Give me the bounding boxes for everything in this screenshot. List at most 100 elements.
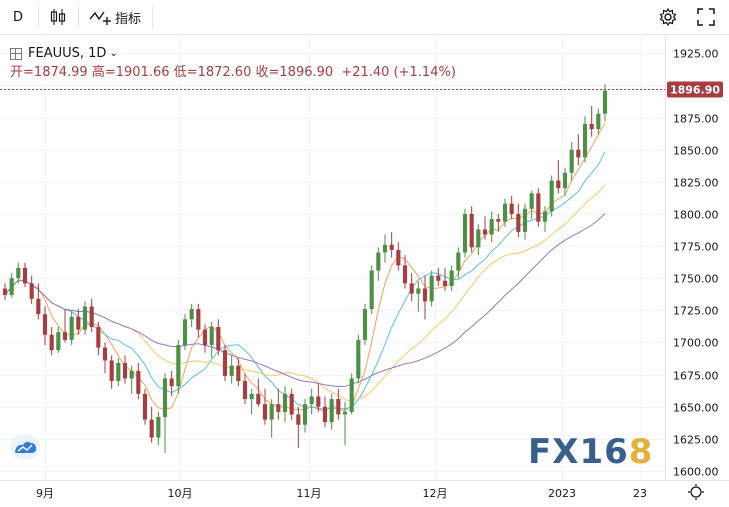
candle	[96, 321, 101, 356]
y-tick-label: 1675.00	[673, 370, 719, 383]
candle	[456, 247, 461, 279]
candle	[216, 319, 221, 356]
candle	[376, 247, 381, 281]
interval-label: D	[12, 9, 23, 25]
expand-icon[interactable]	[10, 47, 22, 60]
candle	[416, 280, 421, 312]
candle	[302, 399, 308, 433]
candle	[269, 399, 274, 438]
indicators-button[interactable]: 指标	[84, 0, 146, 34]
indicators-icon	[89, 11, 111, 25]
candle	[476, 224, 481, 256]
candle	[62, 309, 68, 343]
candles-icon	[50, 9, 66, 25]
candle	[76, 309, 81, 335]
candle	[602, 84, 608, 122]
candle	[509, 195, 514, 220]
candle	[576, 134, 581, 166]
top-toolbar: D 指标	[0, 0, 729, 35]
x-tick-label: 2023	[548, 487, 576, 500]
open-label: 开	[10, 65, 24, 80]
chevron-down-icon[interactable]: ⌄	[109, 48, 118, 59]
candle	[382, 234, 388, 263]
candle	[489, 211, 494, 243]
candle	[256, 378, 261, 407]
candle	[182, 314, 188, 351]
moving-average-line	[4, 213, 606, 388]
x-tick-label: 10月	[168, 487, 193, 500]
watermark-accent: 8	[628, 432, 654, 472]
fullscreen-icon	[697, 8, 715, 26]
y-tick-label: 1750.00	[673, 273, 719, 286]
candle	[82, 301, 88, 335]
moving-averages	[4, 122, 606, 412]
candle	[162, 373, 168, 454]
candle	[356, 334, 361, 384]
close-value: 1896.90	[279, 65, 334, 80]
candle	[396, 242, 401, 271]
x-tick-label: 23	[633, 487, 647, 500]
y-tick-label: 1875.00	[673, 113, 719, 126]
candle	[469, 206, 474, 253]
y-tick-label: 1600.00	[673, 466, 719, 479]
candle	[229, 355, 234, 384]
y-tick-label: 1650.00	[673, 402, 719, 415]
candle	[89, 298, 94, 333]
moving-average-line	[4, 122, 606, 412]
settings-button[interactable]	[656, 0, 680, 34]
last-price-label: 1896.90	[670, 84, 720, 97]
candle	[296, 406, 301, 448]
candle	[156, 411, 161, 446]
candle	[316, 383, 321, 412]
y-tick-label: 1925.00	[673, 48, 719, 61]
settings-corner-icon[interactable]	[688, 484, 704, 500]
candle	[262, 388, 268, 425]
symbol-legend: FEAUUS, 1D ⌄ 开=1874.99 高=1901.66 低=1872.…	[10, 44, 456, 82]
y-tick-label: 1775.00	[673, 241, 719, 254]
candle	[16, 262, 21, 284]
time-axis: 9月 10月 11月 12月 2023 23	[36, 487, 647, 500]
candle	[422, 275, 428, 320]
tradingview-logo[interactable]	[10, 434, 40, 460]
low-label: 低	[173, 65, 187, 80]
symbol-label[interactable]: FEAUUS, 1D	[28, 46, 107, 61]
candle	[529, 190, 534, 220]
candle	[582, 116, 588, 163]
candle	[336, 388, 341, 420]
candle	[69, 311, 74, 346]
candle	[196, 303, 201, 338]
x-tick-label: 9月	[36, 487, 54, 500]
candle	[49, 327, 54, 356]
candle	[442, 267, 448, 292]
candle	[402, 255, 408, 289]
candle	[589, 105, 594, 137]
candle	[42, 306, 48, 346]
candle	[116, 357, 121, 387]
last-price-marker: 1896.90	[0, 81, 723, 98]
candle	[462, 208, 468, 258]
price-axis: 1925.001900.001875.001850.001825.001800.…	[673, 48, 719, 479]
candle	[549, 175, 554, 217]
candle	[169, 370, 174, 397]
candles	[2, 84, 608, 454]
x-tick-label: 12月	[423, 487, 448, 500]
y-tick-label: 1725.00	[673, 305, 719, 318]
interval-button[interactable]: D	[6, 0, 30, 34]
fullscreen-button[interactable]	[694, 0, 718, 34]
gear-icon	[659, 8, 677, 26]
candle	[436, 267, 441, 286]
open-value: 1874.99	[33, 65, 88, 80]
chart-type-button[interactable]	[44, 0, 72, 34]
high-label: 高	[91, 65, 105, 80]
candle	[282, 386, 288, 423]
moving-average-line	[4, 151, 606, 411]
candle	[122, 355, 128, 384]
watermark-text: FX16	[528, 432, 629, 472]
moving-average-line	[4, 184, 606, 402]
candle	[389, 231, 394, 258]
candle	[562, 167, 568, 196]
y-tick-label: 1800.00	[673, 209, 719, 222]
change-value: +21.40 (+1.14%)	[341, 65, 456, 80]
y-tick-label: 1850.00	[673, 145, 719, 158]
